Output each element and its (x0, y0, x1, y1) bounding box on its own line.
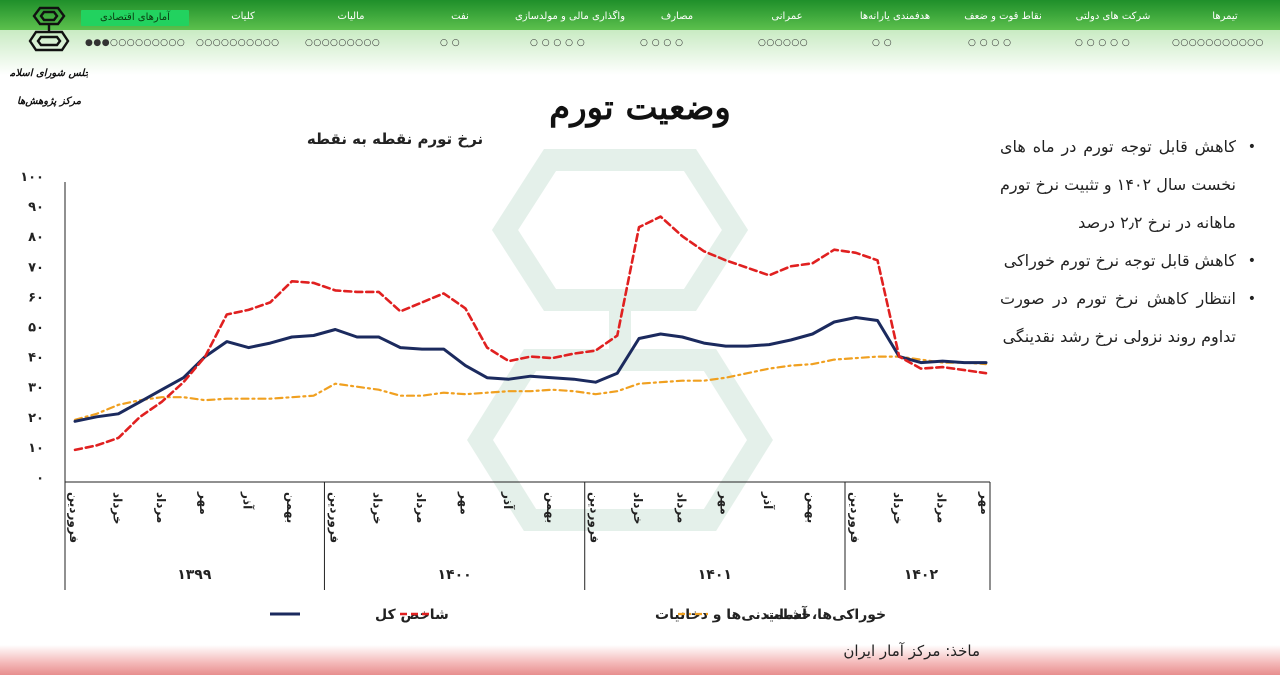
x-month-label: مهر (457, 491, 471, 515)
x-month-label: خرداد (371, 492, 385, 525)
key-point: • کاهش قابل توجه نرخ تورم خوراکی (1000, 242, 1262, 280)
key-point-text: کاهش قابل توجه نرخ تورم خوراکی (1003, 251, 1236, 270)
page-title: وضعیت تورم (549, 88, 731, 128)
legend-label: خوراکی‌ها، آشامیدنی‌ها و دخانیات (655, 605, 886, 623)
y-tick-label: ۶۰ (28, 290, 44, 305)
y-tick-label: ۱۰۰ (20, 170, 44, 185)
x-month-label: فروردین (326, 492, 341, 543)
x-month-label: بهمن (544, 492, 558, 523)
legend-label: خدمات (765, 607, 811, 623)
y-tick-label: ۰ (36, 471, 44, 486)
x-month-label: بهمن (284, 492, 298, 523)
x-month-label: مرداد (414, 492, 428, 523)
tab-oil-dots[interactable]: ○ ○ (440, 38, 461, 48)
bottom-banner (0, 645, 1280, 675)
inflation-line-chart: ۰ ۱۰ ۲۰ ۳۰ ۴۰ ۵۰ ۶۰ ۷۰ ۸۰ ۹۰ ۱۰۰ ۱۳۹۹ ۱۴۰۰ ۱۴۰۱ ۱۴۰۲ ف… (20, 170, 992, 623)
top-banner (0, 0, 1280, 30)
x-month-label: مرداد (674, 492, 688, 523)
x-month-label: فروردین (66, 492, 81, 543)
top-banner-fade (0, 30, 1280, 75)
x-month-label: خرداد (110, 492, 124, 525)
year-label: ۱۳۹۹ (177, 567, 212, 583)
year-label: ۱۴۰۰ (437, 567, 471, 583)
source-note: ماخذ: مرکز آمار ایران (843, 642, 980, 660)
tab-economic-stats-dots[interactable]: ●●●○○○○○○○○○ (85, 38, 186, 48)
x-month-label: مرداد (935, 492, 949, 523)
y-tick-label: ۱۰ (28, 441, 44, 456)
x-month-label: فروردین (587, 492, 602, 543)
key-point-text: کاهش قابل توجه تورم در ماه های نخست سال … (1000, 137, 1236, 232)
x-month-label: آذر (501, 491, 516, 510)
y-tick-label: ۹۰ (28, 200, 44, 215)
majlis-research-center-logo: مجلس شورای اسلامی مرکز پژوهش‌ها (2, 4, 97, 116)
tab-overview[interactable]: کلیات (231, 11, 255, 22)
key-point: • کاهش قابل توجه تورم در ماه های نخست سال… (1000, 128, 1262, 242)
tab-state-companies-dots[interactable]: ○ ○ ○ ○ ○ (1075, 38, 1131, 48)
tab-privatization[interactable]: واگذاری مالی و مولدسازی (514, 11, 626, 22)
x-month-label: مهر (978, 491, 992, 515)
year-label: ۱۴۰۱ (698, 567, 732, 583)
tab-expenditures-dots[interactable]: ○ ○ ○ ○ (640, 38, 684, 48)
series-line-dashed (73, 215, 988, 452)
tab-strengths-weaknesses[interactable]: نقاط قوت و ضعف (964, 11, 1042, 22)
logo-line2: مرکز پژوهش‌ها (17, 96, 82, 107)
tab-taxation-dots[interactable]: ○○○○○○○○○ (305, 38, 381, 48)
tab-privatization-dots[interactable]: ○ ○ ○ ○ ○ (530, 38, 586, 48)
bullet-icon: • (1247, 139, 1256, 155)
tab-overview-dots[interactable]: ○○○○○○○○○○ (196, 38, 280, 48)
watermark-emblem-icon (467, 149, 773, 531)
tab-taxation[interactable]: مالیات (337, 11, 365, 22)
y-tick-label: ۲۰ (28, 411, 44, 426)
tab-subsidy-targeting[interactable]: هدفمندی یارانه‌ها (859, 11, 931, 22)
y-tick-label: ۳۰ (28, 381, 44, 396)
tab-strengths-weaknesses-dots[interactable]: ○ ○ ○ ○ (968, 38, 1012, 48)
x-month-label: آذر (761, 491, 776, 510)
tab-timers[interactable]: تیمرها (1212, 11, 1238, 22)
x-axis: ۱۳۹۹ ۱۴۰۰ ۱۴۰۱ ۱۴۰۲ فروردین خرداد مرداد مهر آذر ب… (64, 481, 992, 590)
tab-subsidy-targeting-dots[interactable]: ○ ○ (872, 38, 893, 48)
year-label: ۱۴۰۲ (904, 567, 939, 583)
x-month-label: فروردین (847, 492, 862, 543)
bullet-icon: • (1247, 291, 1256, 307)
y-tick-label: ۵۰ (28, 321, 44, 336)
key-point: • انتظار کاهش نرخ تورم در صورت تداوم روند… (1000, 280, 1262, 356)
x-month-label: مهر (197, 491, 211, 515)
x-month-label: بهمن (804, 492, 818, 523)
nav-tabs: تیمرها ○○○○○○○○○○○ شرکت های دولتی ○ ○ ○ … (0, 0, 1280, 52)
x-month-label: خرداد (891, 492, 905, 525)
bullet-icon: • (1247, 253, 1256, 269)
key-points-list: • کاهش قابل توجه تورم در ماه های نخست سال… (1000, 128, 1262, 356)
y-axis: ۰ ۱۰ ۲۰ ۳۰ ۴۰ ۵۰ ۶۰ ۷۰ ۸۰ ۹۰ ۱۰۰ (20, 170, 66, 590)
logo-line1: مجلس شورای اسلامی (10, 68, 88, 79)
y-tick-label: ۸۰ (28, 230, 44, 245)
tab-timers-dots[interactable]: ○○○○○○○○○○○ (1172, 38, 1264, 48)
logo-emblem-icon: مجلس شورای اسلامی مرکز پژوهش‌ها (2, 6, 97, 107)
x-month-label: خرداد (631, 492, 645, 525)
tab-economic-stats[interactable]: آمارهای اقتصادی (81, 10, 189, 26)
key-point-text: انتظار کاهش نرخ تورم در صورت تداوم روند … (1000, 289, 1236, 346)
y-tick-label: ۷۰ (28, 260, 44, 275)
chart-title: نرخ تورم نقطه به نقطه (306, 130, 484, 148)
x-month-label: آذر (241, 491, 256, 510)
tab-development[interactable]: عمرانی (771, 11, 803, 22)
series-line-solid (73, 316, 988, 423)
y-tick-label: ۴۰ (28, 351, 44, 366)
series-line-dash-dot (73, 355, 988, 421)
x-month-label: مرداد (154, 492, 168, 523)
tab-development-dots[interactable]: ○○○○○○ (758, 38, 809, 48)
tab-oil[interactable]: نفت (451, 11, 469, 22)
tab-state-companies[interactable]: شرکت های دولتی (1075, 11, 1151, 22)
chart-series (73, 215, 988, 452)
x-month-label: مهر (718, 491, 732, 515)
tab-expenditures[interactable]: مصارف (660, 11, 694, 22)
